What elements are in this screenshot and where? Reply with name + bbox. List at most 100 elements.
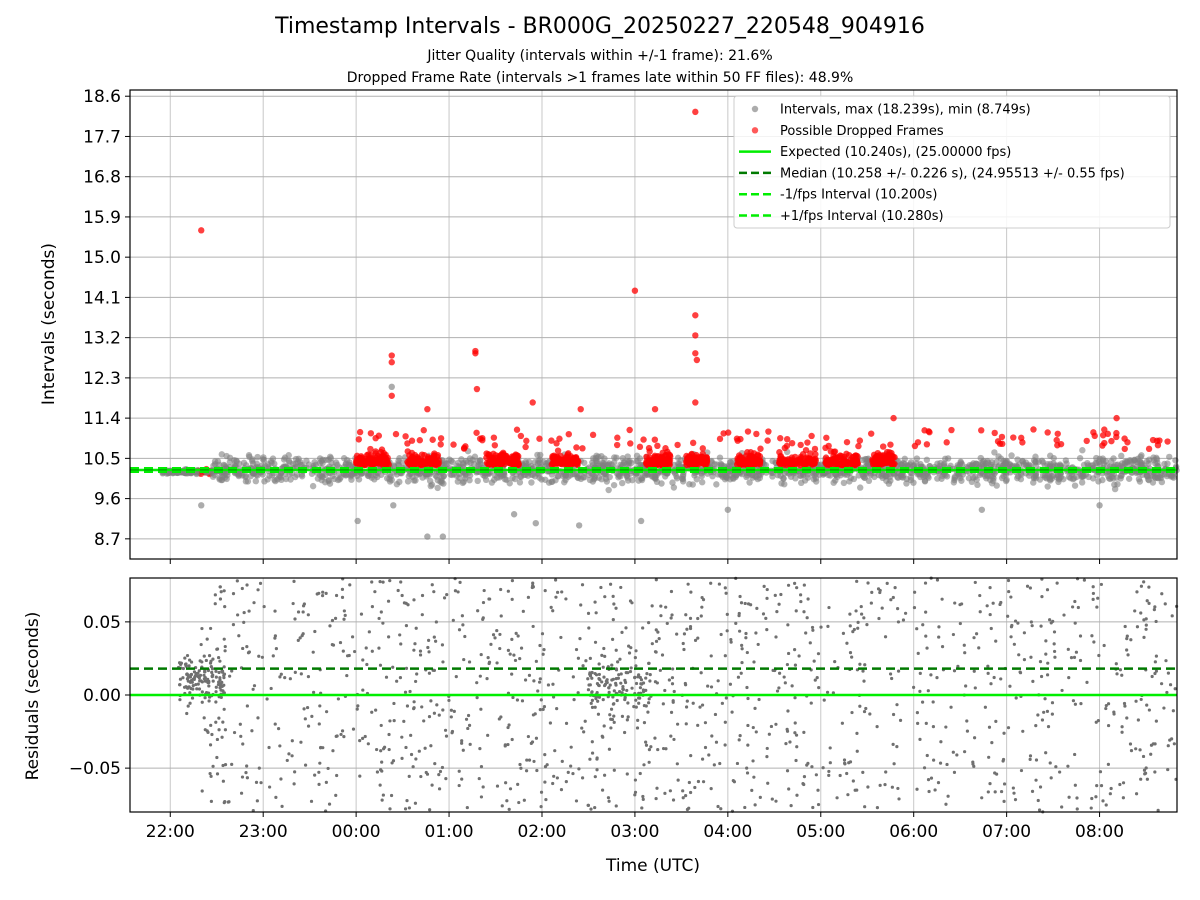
interval-point [516,479,524,486]
interval-point [528,479,535,486]
dropped-frame-point [655,458,662,466]
residual-point [370,710,374,714]
residual-point [1123,624,1127,629]
residual-point [1096,596,1100,600]
dropped-frame-point [450,441,457,448]
residual-point [572,698,576,702]
residual-point [1106,702,1111,706]
residual-point [530,585,534,590]
residual-point [843,761,847,765]
residual-point [209,774,213,778]
residual-point [596,699,600,703]
dropped-frame-point [491,442,499,449]
residual-point [840,721,844,725]
residual-point [1147,585,1151,589]
residual-point [851,630,855,634]
residual-point [214,669,218,673]
residual-point [701,780,706,784]
residual-point [341,649,345,653]
dropped-frame-point [948,426,955,434]
residual-point [505,799,509,803]
dropped-frame-point [666,461,673,469]
dropped-frame-point [662,445,669,452]
residual-point [387,732,391,737]
residual-point [1073,752,1077,757]
residual-point [273,634,277,638]
residual-point [218,659,222,663]
residual-point [745,771,750,775]
residual-point [590,690,594,694]
residual-point [664,747,668,751]
residual-point [1129,638,1133,642]
residual-point [527,673,532,677]
bottom-y-axis-label: Residuals (seconds) [23,612,43,781]
residual-point [845,771,849,776]
residual-point [381,580,385,584]
interval-point [1125,475,1133,482]
dropped-frame-point [736,458,743,465]
residual-point [926,689,930,693]
residual-point [499,614,503,618]
interval-point [287,476,294,483]
interval-point [774,471,782,479]
top-y-axis-label: Intervals (seconds) [39,243,59,405]
dropped-frame-point [991,429,998,437]
residual-point [858,662,862,666]
residual-point [254,780,259,785]
dropped-frame-point [654,442,661,450]
residual-point [296,638,300,642]
interval-point [676,460,683,468]
residual-point [663,688,667,693]
residual-point [370,605,374,609]
dropped-frame-point [845,451,853,459]
residual-point [1014,696,1018,700]
residual-point [338,640,343,645]
residual-point [571,771,575,776]
dropped-frame-point [888,456,896,464]
interval-point [1079,447,1086,454]
dropped-frame-point [589,431,597,439]
residual-point [342,617,346,621]
residual-point [1071,699,1076,703]
residual-point [658,668,662,672]
top-y-tick-label: 15.0 [83,248,121,268]
residual-point [519,646,524,650]
residual-point [916,651,920,655]
residual-point [235,579,239,583]
interval-point [340,455,348,462]
residual-point [746,696,750,701]
residual-point [644,676,648,680]
residual-point [479,707,483,711]
residual-point [403,690,408,694]
dropped-frame-point [674,441,681,449]
interval-point [913,460,920,467]
residual-point [209,799,213,803]
residual-point [1079,702,1083,706]
residual-point [1066,647,1070,651]
residual-point [392,701,396,706]
residual-point [287,752,291,756]
residual-point [403,807,408,811]
residual-point [574,647,579,652]
residual-point [244,771,248,775]
residual-point [1123,704,1127,708]
dropped-frame-point [659,449,666,457]
interval-point [595,453,602,461]
interval-outlier-point [354,517,361,525]
residual-point [230,762,234,767]
interval-point [1099,476,1106,484]
residual-point [986,790,990,794]
residual-point [228,674,232,678]
residual-point [542,648,546,652]
residual-point [802,610,806,614]
residual-point [637,673,641,677]
dropped-frame-point [651,436,659,443]
residual-point [1052,630,1057,634]
residual-point [593,775,597,779]
residual-point [797,654,801,658]
residual-point [479,795,484,799]
interval-point [260,454,267,461]
residual-point [303,717,307,721]
residual-point [551,682,555,686]
residual-point [305,705,310,710]
